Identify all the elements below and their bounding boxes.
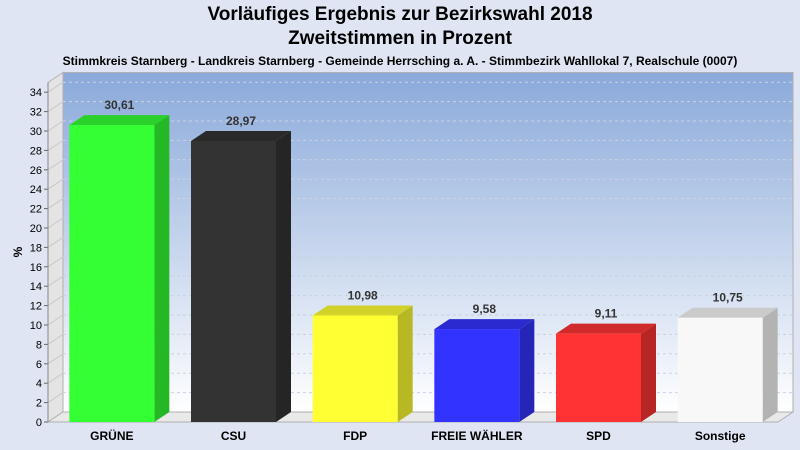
bar-value-label: 10,75 <box>713 291 743 305</box>
bar-top <box>191 130 291 141</box>
y-tick-label: 20 <box>30 223 42 235</box>
gridline-side <box>47 372 64 384</box>
bar-top <box>556 323 656 334</box>
bar-front <box>556 333 641 422</box>
y-tick-label: 12 <box>30 301 42 313</box>
y-axis-label: % <box>11 246 25 257</box>
bar-top <box>434 319 535 330</box>
bar <box>191 130 291 422</box>
gridline-side <box>47 275 64 287</box>
x-tick-label: FDP <box>343 429 367 443</box>
bar-front <box>312 315 398 422</box>
side-wall <box>47 71 64 423</box>
bar-value-label: 28,97 <box>226 114 256 128</box>
y-tick-label: 10 <box>30 320 42 332</box>
chart-subtitle: Zweitstimmen in Prozent <box>288 28 512 49</box>
gridline-side <box>47 198 64 210</box>
y-tick-label: 24 <box>30 184 42 196</box>
y-tick-label: 26 <box>30 165 42 177</box>
bar-value-label: 9,11 <box>595 307 618 321</box>
gridline-side <box>47 159 64 171</box>
bar-side <box>641 323 656 422</box>
bar-side <box>762 307 778 422</box>
y-tick-label: 8 <box>36 339 42 351</box>
bar-value-label: 9,58 <box>473 302 497 316</box>
bar-front <box>434 329 520 422</box>
gridline-side <box>47 333 64 345</box>
gridline-side <box>47 139 64 151</box>
bar-front <box>69 125 155 422</box>
y-tick-label: 2 <box>36 398 42 410</box>
y-tick-label: 16 <box>30 262 42 274</box>
y-tick-label: 18 <box>30 242 42 254</box>
y-tick-label: 0 <box>36 417 42 429</box>
x-tick-label: FREIE WÄHLER <box>431 428 523 443</box>
gridline-side <box>47 217 64 229</box>
gridline-side <box>47 353 64 365</box>
y-tick-label: 34 <box>30 87 42 99</box>
gridline-side <box>47 236 64 248</box>
y-tick-label: 22 <box>30 204 42 216</box>
y-tick-label: 32 <box>30 107 42 119</box>
bar-side <box>276 130 291 422</box>
bar <box>434 319 535 422</box>
bar-value-label: 30,61 <box>104 98 134 112</box>
bar-top <box>69 115 170 126</box>
plot-area <box>62 72 794 413</box>
y-tick-label: 14 <box>30 281 42 293</box>
bar-side <box>519 319 535 422</box>
bar-value-label: 10,98 <box>348 288 378 302</box>
gridline-side <box>47 178 64 190</box>
y-tick-label: 4 <box>36 378 42 390</box>
bar <box>312 305 413 422</box>
chart-title: Vorläufiges Ergebnis zur Bezirkswahl 201… <box>207 4 593 25</box>
bar <box>556 323 656 422</box>
gridline-side <box>47 314 64 326</box>
y-tick-label: 30 <box>30 126 42 138</box>
gridline-side <box>47 256 64 268</box>
bar-front <box>191 140 276 422</box>
gridline-side <box>47 295 64 307</box>
gridline-side <box>47 120 64 132</box>
x-tick-label: CSU <box>221 429 246 443</box>
y-tick-label: 28 <box>30 145 42 157</box>
bar <box>69 115 170 422</box>
bar-side <box>397 305 413 422</box>
gridline-side <box>47 392 64 404</box>
x-tick-label: SPD <box>586 429 611 443</box>
gridline-side <box>47 101 64 113</box>
x-tick-label: Sonstige <box>695 429 746 443</box>
bar-side <box>154 115 170 422</box>
chart-caption: Stimmkreis Starnberg - Landkreis Starnbe… <box>62 54 738 68</box>
x-tick-label: GRÜNE <box>90 428 133 443</box>
bar-front <box>677 317 763 422</box>
gridline-side <box>47 81 64 93</box>
bar-top <box>677 307 778 318</box>
y-tick-label: 6 <box>36 359 42 371</box>
bar-top <box>312 305 413 316</box>
bar <box>677 307 778 422</box>
